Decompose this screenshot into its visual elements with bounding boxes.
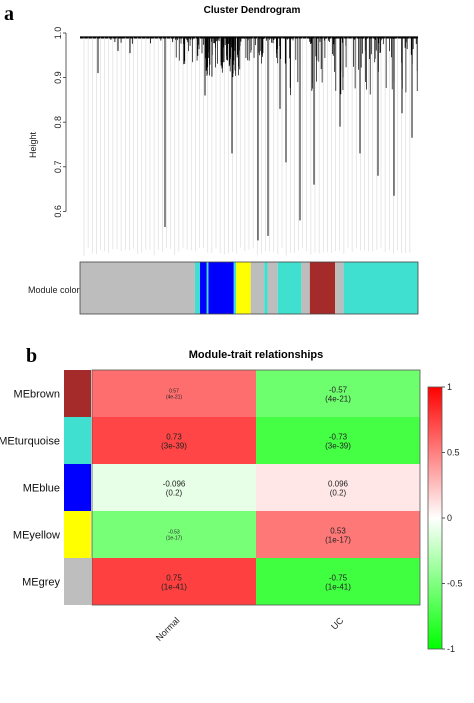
module-color-segment	[343, 262, 418, 314]
cell-pvalue: (0.2)	[166, 489, 183, 498]
cell-correlation: -0.57	[329, 386, 348, 395]
cell-correlation: 0.096	[328, 480, 349, 489]
module-color-segment	[208, 262, 234, 314]
heatmap-border	[91, 369, 421, 606]
legend-gradient-bar	[427, 386, 443, 650]
cell-pvalue: (1e-41)	[325, 583, 351, 592]
y-tick-label: 0.7	[53, 161, 63, 174]
heatmap-cell	[256, 464, 420, 511]
panel-b-letter: b	[26, 345, 37, 367]
legend-tick-label: 0	[447, 513, 452, 523]
cell-pvalue: (1e-17)	[166, 536, 182, 542]
module-color-segment	[233, 262, 237, 314]
cell-correlation: 0.57	[169, 389, 179, 395]
module-color-segment	[264, 262, 268, 314]
module-swatch	[64, 558, 91, 605]
heatmap-panel: b Module-trait relationships MEbrown 0.57…	[0, 345, 463, 654]
module-color-segment	[267, 262, 278, 314]
heatmap-title: Module-trait relationships	[189, 349, 323, 361]
cell-pvalue: (3e-39)	[161, 442, 187, 451]
cell-pvalue: (4e-21)	[166, 395, 182, 401]
heatmap-cell	[92, 370, 256, 417]
heatmap-cell	[256, 370, 420, 417]
module-color-segment	[309, 262, 336, 314]
module-color-segment	[206, 262, 209, 314]
module-colors-label: Module colors	[28, 285, 85, 295]
module-swatch	[64, 464, 91, 511]
row-label: MEblue	[23, 483, 60, 495]
module-color-segment	[250, 262, 265, 314]
cell-pvalue: (0.2)	[330, 489, 347, 498]
dendrogram-title: Cluster Dendrogram	[204, 5, 301, 16]
module-color-segment	[277, 262, 302, 314]
dendrogram-y-axis: 0.6 0.7 0.8 0.9 1.0	[53, 27, 67, 218]
legend-tick-label: 0.5	[447, 448, 460, 458]
row-label: MEgrey	[22, 577, 60, 589]
legend-tick-label: -1	[447, 644, 455, 654]
row-label: MEturquoise	[0, 436, 60, 448]
column-label: Normal	[154, 615, 182, 643]
heatmap-cell	[256, 558, 420, 605]
module-swatch	[64, 511, 91, 558]
module-color-segment	[335, 262, 344, 314]
panel-a-letter: a	[4, 3, 14, 25]
heatmap-cell	[256, 511, 420, 558]
heatmap-cell	[92, 417, 256, 464]
dendrogram-y-label: Height	[28, 131, 38, 158]
cell-pvalue: (1e-41)	[161, 583, 187, 592]
module-color-bar-border	[79, 261, 419, 315]
legend-tick-label: 1	[447, 382, 452, 392]
y-tick-label: 0.6	[53, 205, 63, 218]
module-color-segment	[80, 262, 195, 314]
cell-pvalue: (3e-39)	[325, 442, 351, 451]
heatmap-cell	[92, 511, 256, 558]
heatmap-grid: MEbrown 0.57(4e-21)-0.57(4e-21)MEturquois…	[0, 369, 421, 643]
cell-correlation: -0.73	[329, 433, 348, 442]
cell-correlation: 0.75	[166, 574, 182, 583]
module-swatch	[64, 370, 91, 417]
y-tick-label: 1.0	[53, 27, 63, 40]
cell-correlation: 0.53	[330, 527, 346, 536]
module-color-segment	[199, 262, 207, 314]
module-color-segment	[301, 262, 310, 314]
row-label: MEbrown	[14, 389, 60, 401]
module-color-bar	[79, 261, 419, 315]
heatmap-cell	[256, 417, 420, 464]
cell-correlation: -0.096	[163, 480, 186, 489]
cell-correlation: -0.53	[168, 530, 180, 536]
dendrogram-tree	[80, 36, 418, 256]
dendrogram-panel: a Cluster Dendrogram Height 0.6 0.7 0.8 0.9…	[4, 3, 419, 315]
cell-pvalue: (1e-17)	[325, 536, 351, 545]
module-swatch	[64, 417, 91, 464]
heatmap-color-legend: 1 0.5 0 -0.5 -1	[427, 382, 463, 654]
y-tick-label: 0.8	[53, 116, 63, 129]
cell-pvalue: (4e-21)	[325, 395, 351, 404]
module-color-segment	[236, 262, 251, 314]
heatmap-cell	[92, 558, 256, 605]
heatmap-cell	[92, 464, 256, 511]
module-color-segment	[194, 262, 200, 314]
cell-correlation: 0.73	[166, 433, 182, 442]
column-label: UC	[329, 615, 346, 632]
row-label: MEyellow	[13, 530, 60, 542]
cell-correlation: -0.75	[329, 574, 348, 583]
y-tick-label: 0.9	[53, 71, 63, 84]
legend-tick-label: -0.5	[447, 579, 463, 589]
